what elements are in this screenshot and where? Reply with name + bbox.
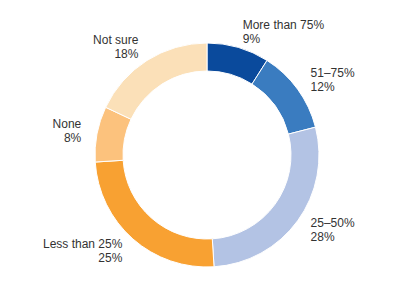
svg-text:Not sure18%: Not sure18% [93, 33, 139, 61]
svg-text:None8%: None8% [53, 117, 82, 145]
svg-text:More than 75%9%: More than 75%9% [243, 18, 325, 46]
svg-text:Less than 25%25%: Less than 25%25% [43, 237, 123, 265]
svg-text:51–75%12%: 51–75%12% [311, 66, 355, 94]
svg-text:25–50%28%: 25–50%28% [311, 216, 355, 244]
